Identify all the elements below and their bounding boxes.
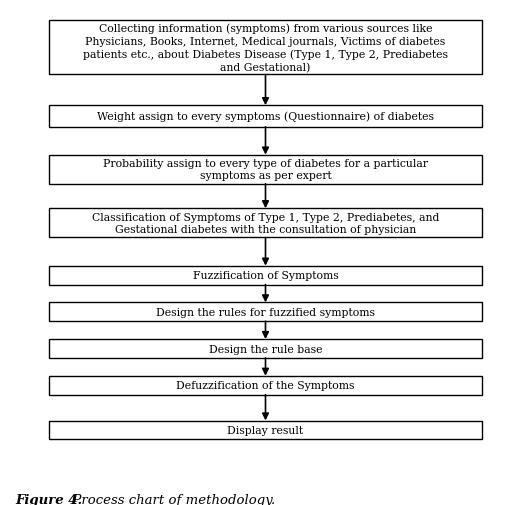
FancyBboxPatch shape [49,21,482,75]
Text: Defuzzification of the Symptoms: Defuzzification of the Symptoms [176,380,355,390]
FancyBboxPatch shape [49,156,482,184]
Text: Collecting information (symptoms) from various sources like
Physicians, Books, I: Collecting information (symptoms) from v… [83,24,448,73]
Text: Design the rules for fuzzified symptoms: Design the rules for fuzzified symptoms [156,307,375,317]
Text: Probability assign to every type of diabetes for a particular
symptoms as per ex: Probability assign to every type of diab… [103,159,428,181]
Text: Figure 4.: Figure 4. [16,493,83,505]
Text: Weight assign to every symptoms (Questionnaire) of diabetes: Weight assign to every symptoms (Questio… [97,112,434,122]
Text: Design the rule base: Design the rule base [209,344,322,354]
FancyBboxPatch shape [49,339,482,358]
Text: Display result: Display result [227,425,304,435]
FancyBboxPatch shape [49,421,482,439]
FancyBboxPatch shape [49,303,482,322]
FancyBboxPatch shape [49,106,482,128]
FancyBboxPatch shape [49,209,482,238]
FancyBboxPatch shape [49,266,482,285]
Text: Classification of Symptoms of Type 1, Type 2, Prediabetes, and
Gestational diabe: Classification of Symptoms of Type 1, Ty… [92,212,439,235]
Text: Process chart of methodology.: Process chart of methodology. [64,493,276,505]
Text: Fuzzification of Symptoms: Fuzzification of Symptoms [193,271,338,281]
FancyBboxPatch shape [49,376,482,395]
